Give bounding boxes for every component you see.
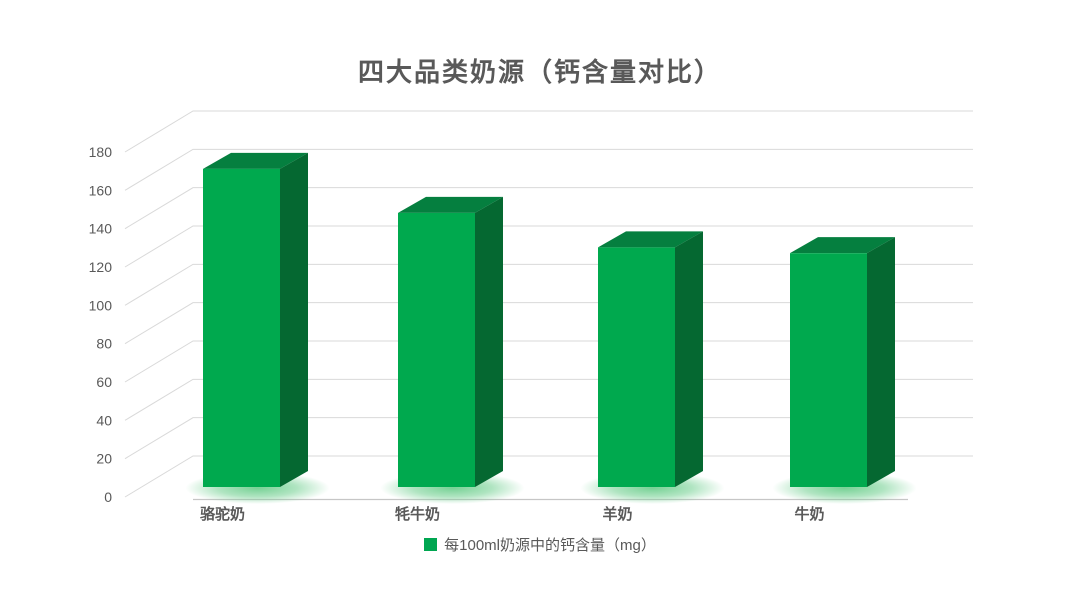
bar-column [203,168,280,488]
bar-column [790,253,867,487]
y-axis-tick-label: 120 [89,259,113,275]
bar-side-face [867,237,895,487]
category-label: 牛奶 [794,505,824,523]
gridline [124,302,973,345]
bar-side-face [280,152,308,488]
y-axis-tick-label: 80 [96,336,112,352]
legend-label: 每100ml奶源中的钙含量（mg） [444,537,656,554]
chart-title: 四大品类奶源（钙含量对比） [357,57,722,87]
legend: 每100ml奶源中的钙含量（mg） [0,534,1080,555]
bar-side-face [675,231,703,487]
gridline [124,148,973,191]
y-axis-tick-label: 100 [89,297,113,313]
gridline [124,417,973,460]
y-axis-tick-label: 180 [89,144,113,160]
gridline [124,340,973,383]
category-label: 羊奶 [602,505,632,523]
bar-column [598,247,675,487]
bar-side-face [475,196,503,487]
gridline [124,263,973,306]
bar-top-face [398,196,503,213]
gridline [124,225,973,268]
legend-swatch-icon [424,538,438,551]
gridline [124,455,973,498]
y-axis-tick-label: 140 [89,221,113,237]
y-axis-tick-label: 160 [89,182,113,198]
y-axis-tick-label: 40 [96,412,112,428]
gridline [124,110,973,153]
gridline [124,378,973,421]
bar-column [398,212,475,487]
y-axis-tick-label: 60 [96,374,112,390]
bar-top-face [203,152,308,169]
gridline [124,187,973,230]
bar-top-face [790,237,895,254]
bar-top-face [598,231,703,248]
y-axis-tick-label: 20 [96,451,112,467]
category-label: 牦牛奶 [395,505,440,523]
category-label: 骆驼奶 [200,505,245,523]
y-axis-tick-label: 0 [104,489,112,505]
